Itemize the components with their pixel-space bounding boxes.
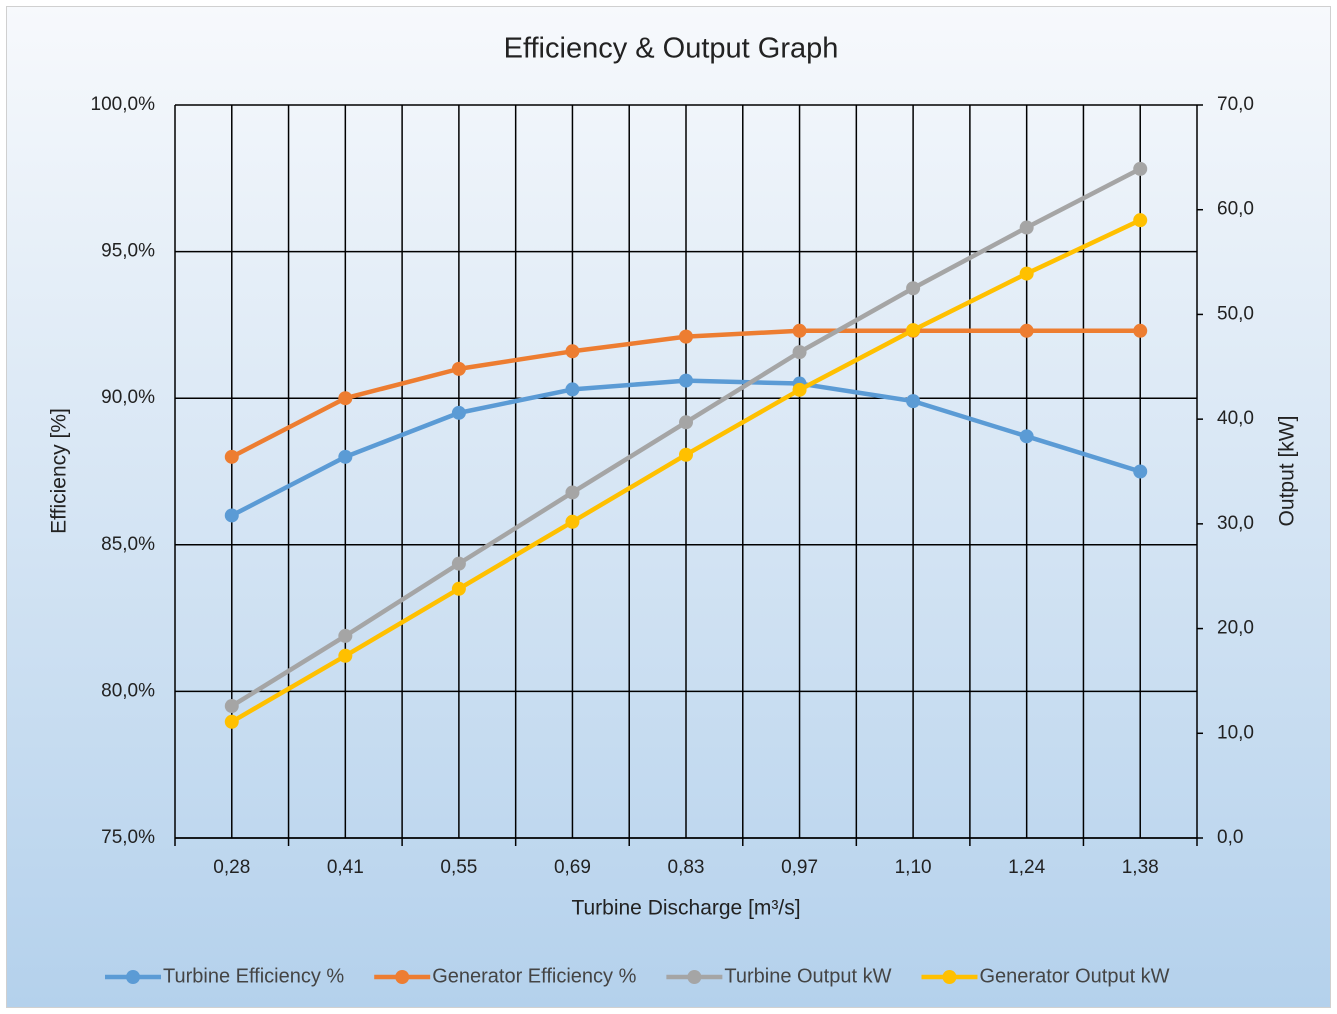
chart-title: Efficiency & Output Graph bbox=[504, 33, 839, 65]
data-point bbox=[565, 514, 580, 529]
data-point bbox=[1019, 220, 1034, 235]
data-point bbox=[565, 382, 580, 397]
y2-axis-title: Output [kW] bbox=[1276, 416, 1299, 527]
y2-tick-label: 50,0 bbox=[1217, 303, 1254, 324]
x-tick-label: 0,41 bbox=[327, 857, 364, 878]
x-tick-label: 1,38 bbox=[1122, 857, 1159, 878]
legend-swatch-marker bbox=[942, 970, 957, 984]
data-point bbox=[451, 405, 466, 420]
data-point bbox=[1019, 429, 1034, 444]
data-point bbox=[679, 447, 693, 462]
data-point bbox=[338, 449, 353, 464]
data-point bbox=[451, 581, 466, 596]
chart-background bbox=[6, 6, 1331, 1008]
y-tick-label: 90,0% bbox=[101, 387, 155, 408]
x-axis-title: Turbine Discharge [m³/s] bbox=[571, 897, 800, 920]
data-point bbox=[1019, 266, 1034, 281]
y-tick-label: 95,0% bbox=[101, 241, 155, 262]
data-point bbox=[451, 556, 466, 571]
legend-swatch-marker bbox=[126, 970, 140, 984]
data-point bbox=[224, 508, 239, 523]
y2-tick-label: 0,0 bbox=[1217, 827, 1243, 848]
data-point bbox=[906, 281, 921, 296]
data-point bbox=[679, 373, 693, 388]
data-point bbox=[338, 391, 353, 406]
data-point bbox=[1019, 323, 1034, 338]
legend-label: Turbine Output kW bbox=[724, 965, 891, 987]
y-tick-label: 80,0% bbox=[101, 680, 155, 701]
data-point bbox=[792, 345, 807, 360]
data-point bbox=[792, 323, 807, 338]
data-point bbox=[224, 449, 239, 464]
data-point bbox=[565, 344, 580, 359]
data-point bbox=[679, 329, 693, 344]
x-tick-label: 0,83 bbox=[668, 857, 705, 878]
y2-tick-label: 70,0 bbox=[1217, 94, 1254, 115]
y2-tick-label: 20,0 bbox=[1217, 618, 1254, 639]
data-point bbox=[451, 361, 466, 376]
data-point bbox=[906, 394, 921, 409]
y2-tick-label: 30,0 bbox=[1217, 513, 1254, 534]
x-tick-label: 1,10 bbox=[895, 857, 932, 878]
x-tick-label: 0,28 bbox=[213, 857, 250, 878]
data-point bbox=[338, 648, 353, 663]
data-point bbox=[224, 714, 239, 729]
x-tick-label: 1,24 bbox=[1008, 857, 1045, 878]
data-point bbox=[792, 382, 807, 397]
y2-tick-label: 40,0 bbox=[1217, 408, 1254, 429]
y2-tick-label: 60,0 bbox=[1217, 199, 1254, 220]
legend-label: Generator Output kW bbox=[979, 965, 1169, 987]
data-point bbox=[1133, 213, 1148, 228]
y2-tick-label: 10,0 bbox=[1217, 722, 1254, 743]
legend-label: Turbine Efficiency % bbox=[163, 965, 344, 987]
x-tick-label: 0,55 bbox=[440, 857, 477, 878]
y-axis-title: Efficiency [%] bbox=[48, 408, 71, 534]
data-point bbox=[1133, 323, 1148, 338]
data-point bbox=[338, 628, 353, 643]
y-tick-label: 85,0% bbox=[101, 534, 155, 555]
y-tick-label: 100,0% bbox=[91, 94, 156, 115]
data-point bbox=[1133, 464, 1148, 479]
data-point bbox=[1133, 161, 1148, 176]
legend-swatch-marker bbox=[395, 970, 410, 984]
data-point bbox=[906, 323, 921, 338]
legend-swatch-marker bbox=[687, 970, 702, 984]
data-point bbox=[224, 699, 239, 714]
legend-label: Generator Efficiency % bbox=[432, 965, 636, 987]
x-tick-label: 0,97 bbox=[781, 857, 818, 878]
data-point bbox=[565, 485, 580, 500]
y-tick-label: 75,0% bbox=[101, 827, 155, 848]
data-point bbox=[679, 415, 693, 430]
x-tick-label: 0,69 bbox=[554, 857, 591, 878]
